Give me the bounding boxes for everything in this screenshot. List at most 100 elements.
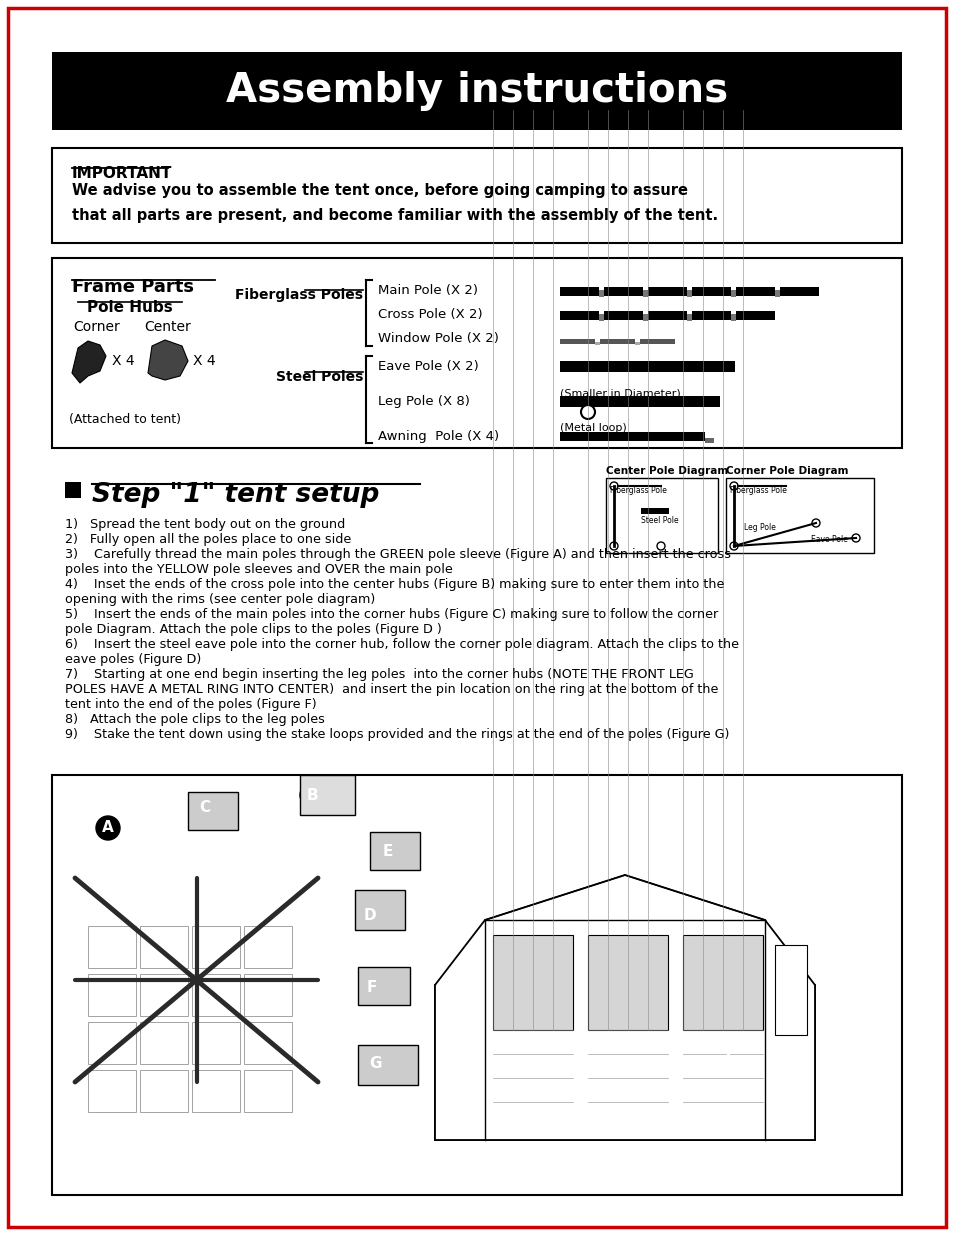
Bar (355, 890, 405, 930)
Text: Center Pole Diagram: Center Pole Diagram (605, 466, 727, 475)
Bar (647, 311, 686, 320)
Text: Steel Pole: Steel Pole (640, 516, 678, 525)
Text: Center: Center (145, 320, 192, 333)
Text: (Metal loop): (Metal loop) (559, 424, 626, 433)
Text: X 4: X 4 (112, 354, 134, 368)
Circle shape (720, 1045, 743, 1070)
Text: 7)    Starting at one end begin inserting the leg poles  into the corner hubs (N: 7) Starting at one end begin inserting t… (65, 668, 693, 680)
Bar (192, 1023, 240, 1065)
Bar (635, 342, 639, 345)
Bar (65, 482, 81, 498)
Circle shape (357, 903, 381, 927)
Bar (725, 478, 873, 553)
Bar (735, 287, 774, 296)
Bar (691, 311, 730, 320)
Bar (357, 1045, 417, 1086)
Text: Window Pole (X 2): Window Pole (X 2) (377, 332, 498, 345)
Polygon shape (71, 341, 106, 383)
Bar (140, 974, 188, 1016)
Bar (188, 792, 237, 830)
Text: Fiberglass Pole: Fiberglass Pole (609, 487, 666, 495)
Circle shape (851, 534, 859, 542)
Bar (642, 314, 647, 321)
Text: Cross Pole (X 2): Cross Pole (X 2) (377, 308, 482, 321)
Bar (774, 290, 780, 296)
Bar (299, 776, 355, 815)
Circle shape (364, 1051, 388, 1074)
Text: 6)    Insert the steel eave pole into the corner hub, follow the corner pole dia: 6) Insert the steel eave pole into the c… (65, 638, 739, 651)
Circle shape (193, 797, 216, 820)
Bar (140, 1023, 188, 1065)
Bar (244, 926, 292, 968)
Text: tent into the end of the poles (Figure F): tent into the end of the poles (Figure F… (65, 698, 316, 711)
Bar (682, 935, 762, 1030)
Polygon shape (435, 876, 814, 1140)
Bar (52, 776, 901, 1195)
Bar (640, 508, 668, 514)
Text: Main Pole (X 2): Main Pole (X 2) (377, 284, 477, 296)
Text: 1)   Spread the tent body out on the ground: 1) Spread the tent body out on the groun… (65, 517, 345, 531)
Bar (370, 832, 419, 869)
Bar (598, 290, 603, 296)
Bar (704, 438, 713, 443)
Bar (780, 287, 818, 296)
Text: C: C (199, 800, 211, 815)
Bar (603, 311, 642, 320)
Text: 8)   Attach the pole clips to the leg poles: 8) Attach the pole clips to the leg pole… (65, 713, 325, 726)
Circle shape (299, 783, 324, 806)
Bar (642, 290, 647, 296)
Text: Fiberglass Pole: Fiberglass Pole (729, 487, 786, 495)
Circle shape (811, 519, 820, 527)
Bar (192, 1070, 240, 1112)
Text: Leg Pole: Leg Pole (743, 522, 775, 532)
Bar (435, 986, 814, 1140)
Bar (52, 258, 901, 448)
Text: Pole Hubs: Pole Hubs (87, 300, 172, 315)
Bar (493, 935, 573, 1030)
Bar (595, 342, 599, 345)
Bar (52, 148, 901, 243)
Text: (Smaller in Diameter): (Smaller in Diameter) (559, 388, 680, 398)
Bar (357, 967, 410, 1005)
Bar (639, 338, 675, 345)
Bar (730, 314, 735, 321)
Bar (559, 361, 734, 372)
Circle shape (729, 542, 738, 550)
Bar (735, 311, 774, 320)
Bar (192, 926, 240, 968)
Bar (244, 1023, 292, 1065)
Bar (598, 314, 603, 321)
Text: Fiberglass Poles: Fiberglass Poles (234, 288, 363, 303)
Text: G: G (725, 1050, 738, 1065)
Text: IMPORTANT: IMPORTANT (71, 165, 172, 182)
Text: Leg Pole (X 8): Leg Pole (X 8) (377, 395, 470, 408)
Bar (587, 935, 667, 1030)
Bar (559, 396, 720, 408)
Bar (639, 1044, 744, 1083)
Text: Eave Pole (X 2): Eave Pole (X 2) (377, 359, 478, 373)
Text: 4)    Inset the ends of the cross pole into the center hubs (Figure B) making su: 4) Inset the ends of the cross pole into… (65, 578, 723, 592)
Bar (686, 290, 691, 296)
Text: Awning  Pole (X 4): Awning Pole (X 4) (377, 430, 498, 443)
Text: Eave Pole: Eave Pole (810, 535, 847, 543)
Circle shape (609, 542, 618, 550)
Bar (559, 311, 598, 320)
Bar (686, 314, 691, 321)
Polygon shape (148, 340, 188, 380)
Text: 9)    Stake the tent down using the stake loops provided and the rings at the en: 9) Stake the tent down using the stake l… (65, 727, 729, 741)
Bar (88, 1023, 136, 1065)
Text: Corner: Corner (73, 320, 120, 333)
Bar (559, 287, 598, 296)
Circle shape (580, 405, 595, 419)
Bar (192, 974, 240, 1016)
Bar (52, 52, 901, 130)
Circle shape (729, 482, 738, 490)
Bar (730, 290, 735, 296)
Bar (88, 1070, 136, 1112)
Text: Frame Parts: Frame Parts (71, 278, 193, 296)
Bar (559, 432, 704, 441)
Bar (774, 945, 806, 1035)
Text: that all parts are present, and become familiar with the assembly of the tent.: that all parts are present, and become f… (71, 207, 718, 224)
Text: Steel Poles: Steel Poles (275, 370, 363, 384)
Bar (647, 287, 686, 296)
